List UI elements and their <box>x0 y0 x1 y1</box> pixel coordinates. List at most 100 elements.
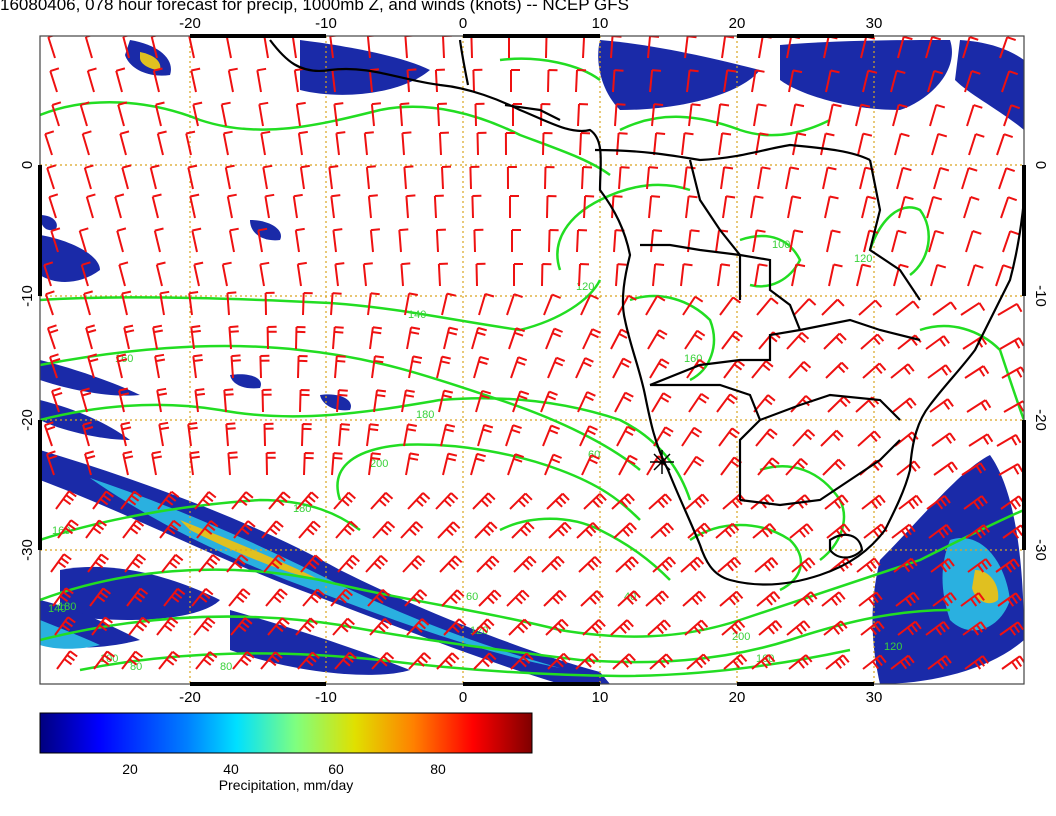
wind-barb <box>824 195 839 219</box>
wind-barb <box>470 36 481 59</box>
wind-barb <box>510 69 520 92</box>
wind-barb <box>230 354 241 379</box>
wind-barb <box>336 389 348 413</box>
wind-barb <box>159 519 182 539</box>
wind-barb <box>85 193 96 219</box>
wind-barb <box>613 522 637 539</box>
wind-barb <box>116 227 127 253</box>
lon-tick-label: -20 <box>179 15 201 32</box>
wind-barb <box>1001 366 1024 379</box>
wind-barb <box>403 423 417 447</box>
wind-barb <box>367 292 380 316</box>
wind-barb <box>262 164 273 190</box>
wind-barb <box>547 69 558 93</box>
wind-barb <box>158 650 181 670</box>
wind-barb <box>89 587 111 607</box>
wind-barbs <box>43 36 1024 670</box>
wind-barb <box>928 524 953 539</box>
wind-barb <box>338 423 350 447</box>
wind-barb <box>330 194 341 219</box>
wind-barb <box>823 332 847 350</box>
wind-barb <box>898 494 923 510</box>
wind-barb <box>332 326 344 350</box>
wind-barb <box>929 398 954 413</box>
wind-barb <box>510 356 528 379</box>
wind-barb <box>823 620 848 636</box>
colorbar-tick: 20 <box>122 761 138 777</box>
wind-barb <box>403 165 414 190</box>
wind-barb <box>583 493 607 510</box>
lat-labels-left: 0 -10 -20 -30 <box>19 161 36 561</box>
wind-barb <box>124 553 147 573</box>
wind-barb <box>406 618 430 636</box>
wind-barb <box>856 557 881 573</box>
wind-barb <box>226 193 237 219</box>
wind-barb <box>688 392 710 413</box>
wind-barb <box>860 333 885 350</box>
wind-barb <box>433 194 444 219</box>
wind-barb <box>225 422 236 447</box>
wind-barb <box>898 195 914 219</box>
wind-barb <box>475 389 492 413</box>
wind-barb <box>962 336 988 350</box>
wind-barb <box>649 358 670 379</box>
wind-barb <box>259 354 270 379</box>
wind-barb <box>685 195 698 219</box>
lon-tick-label: 10 <box>592 15 609 32</box>
lon-tick-label: 30 <box>866 15 883 32</box>
wind-barb <box>303 452 314 476</box>
wind-barb <box>862 362 887 379</box>
wind-barb <box>650 229 663 253</box>
contour-label: 40 <box>624 591 636 603</box>
wind-barb <box>820 429 844 447</box>
wind-barb <box>756 297 779 316</box>
wind-barb <box>441 589 465 607</box>
wind-barb <box>504 132 515 156</box>
wind-barb <box>718 427 740 447</box>
wind-barb <box>508 327 526 350</box>
wind-barb <box>92 490 115 510</box>
wind-barb <box>895 300 920 316</box>
wind-barb <box>752 523 777 539</box>
wind-barb <box>583 195 595 219</box>
wind-barb <box>328 165 339 190</box>
wind-barb <box>116 353 128 379</box>
wind-barb <box>121 164 132 190</box>
wind-barb <box>646 166 659 190</box>
wind-barb <box>540 103 551 127</box>
wind-barb <box>264 193 275 219</box>
wind-barb <box>331 452 343 476</box>
wind-barb <box>370 491 394 510</box>
wind-barb <box>118 261 129 287</box>
wind-barb <box>506 589 530 607</box>
wind-barb <box>227 67 238 93</box>
wind-barb <box>398 228 409 253</box>
wind-barb <box>47 36 56 59</box>
wind-barb <box>438 389 454 413</box>
wind-barb <box>614 103 626 127</box>
wind-barb <box>190 325 201 350</box>
wind-barb <box>263 422 274 447</box>
wind-barb <box>49 353 61 379</box>
wind-barb <box>925 36 942 59</box>
wind-barb <box>400 262 411 287</box>
wind-barb <box>79 387 92 413</box>
wind-barb <box>825 69 840 93</box>
wind-barb <box>405 452 420 476</box>
contour-label: 120 <box>854 253 872 265</box>
wind-barb <box>581 454 600 476</box>
wind-barb <box>651 392 672 413</box>
wind-barb <box>858 299 883 316</box>
wind-barb <box>470 452 486 476</box>
wind-barb <box>680 263 693 287</box>
wind-barb <box>860 620 885 636</box>
wind-barb <box>152 324 163 350</box>
wind-barb <box>930 558 955 573</box>
wind-barb <box>897 620 922 636</box>
wind-barb <box>261 520 284 539</box>
wind-barb <box>297 130 308 156</box>
contour-label: 180 <box>293 503 311 515</box>
wind-barb <box>228 588 251 607</box>
wind-barb <box>122 519 145 539</box>
wind-barb <box>220 101 231 127</box>
